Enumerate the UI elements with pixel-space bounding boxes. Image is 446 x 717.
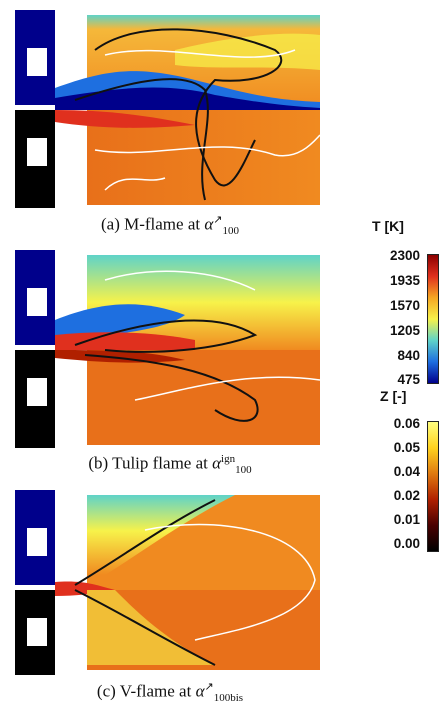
t-tick-1935: 1935 xyxy=(389,273,420,288)
mixture-fraction-colorbar-title: Z [-] xyxy=(380,388,407,404)
z-tick-0-01: 0.01 xyxy=(393,512,420,527)
mixture-fraction-colorbar xyxy=(427,421,439,552)
caption-c: (c) V-flame at α↗100bis xyxy=(96,681,244,705)
t-tick-840: 840 xyxy=(397,348,420,363)
temperature-colorbar xyxy=(427,254,439,384)
t-tick-2300: 2300 xyxy=(389,248,420,263)
panel-v-flame xyxy=(15,490,320,675)
t-tick-475: 475 xyxy=(397,372,420,387)
t-tick-1205: 1205 xyxy=(389,323,420,338)
z-tick-0-05: 0.05 xyxy=(393,440,420,455)
caption-b: (b) Tulip flame at αign100 xyxy=(88,453,252,477)
temperature-colorbar-title: T [K] xyxy=(372,218,404,234)
v-flame-field xyxy=(15,490,320,675)
tulip-flame-field xyxy=(15,250,320,448)
z-tick-0-02: 0.02 xyxy=(393,488,420,503)
z-tick-0-04: 0.04 xyxy=(393,464,420,479)
z-tick-0-06: 0.06 xyxy=(393,416,420,431)
t-tick-1570: 1570 xyxy=(389,298,420,313)
z-tick-0-00: 0.00 xyxy=(393,536,420,551)
m-flame-field xyxy=(15,10,320,208)
panel-tulip-flame xyxy=(15,250,320,450)
caption-a: (a) M-flame at α↗100 xyxy=(100,214,240,238)
panel-m-flame xyxy=(15,10,320,210)
